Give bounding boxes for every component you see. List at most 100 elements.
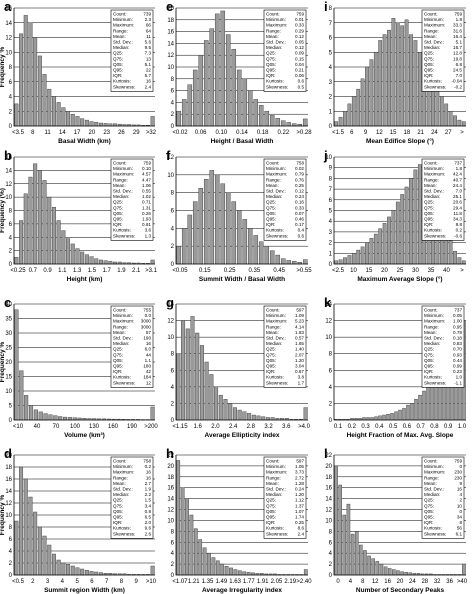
stat-value: 0.2	[456, 228, 463, 233]
axis-frame	[175, 8, 308, 127]
bar	[395, 22, 400, 127]
stat-label: Minimum:	[424, 166, 444, 171]
y-tick-label: 4	[9, 549, 13, 555]
bar	[236, 210, 242, 265]
y-tick-label: 22	[325, 453, 332, 459]
bar	[199, 345, 204, 421]
bar	[56, 102, 61, 127]
y-tick-label: 16	[167, 30, 174, 36]
bar	[94, 122, 99, 127]
stats-box-frame	[263, 158, 307, 241]
x-tick-label: >4.0	[298, 424, 311, 430]
stat-label: Median:	[266, 194, 282, 199]
stat-value: 64	[146, 28, 152, 33]
bar	[261, 416, 266, 421]
stat-value: 0.99	[453, 364, 462, 369]
bar	[19, 466, 24, 576]
x-tick-label: 36	[446, 579, 453, 585]
x-axis-label: Volume (km³)	[64, 432, 105, 439]
bar	[192, 69, 198, 127]
stat-value: 759	[296, 12, 304, 17]
panel-label-i: i	[324, 0, 328, 14]
stat-value: 0.05	[295, 40, 304, 45]
axis-frame	[13, 157, 155, 265]
bar	[209, 374, 214, 421]
x-tick-label: 26	[118, 130, 125, 136]
y-axis-label: Frequency %	[0, 342, 6, 383]
y-tick-label: 4	[329, 551, 333, 557]
bar	[209, 28, 215, 127]
bar	[373, 52, 378, 127]
bar	[453, 250, 457, 265]
stat-label: Minimum:	[424, 464, 444, 469]
panel-label-f: f	[166, 148, 171, 163]
y-tick-label: 14	[167, 302, 174, 308]
bar	[365, 242, 369, 265]
stat-value: 40.7	[453, 177, 462, 182]
stat-label: Median:	[266, 341, 282, 346]
x-tick-label: 24	[431, 130, 438, 136]
stat-value: 22	[146, 68, 152, 73]
stat-value: 16	[146, 470, 152, 475]
bar	[398, 409, 402, 421]
bar	[379, 563, 384, 576]
stat-value: 0.17	[295, 222, 304, 227]
bar	[422, 390, 426, 421]
stat-label: Q25:	[266, 498, 276, 503]
stat-label: Count:	[424, 308, 438, 313]
stat-label: Median:	[113, 194, 129, 199]
x-tick-label: <0.02	[172, 130, 188, 136]
bar	[176, 460, 181, 576]
stat-value: 0.12	[295, 34, 304, 39]
y-tick-label: 14	[5, 21, 12, 27]
stat-value: 0.16	[295, 200, 304, 205]
x-tick-label: >200	[144, 424, 158, 430]
stat-value: 758	[296, 161, 304, 166]
y-tick-label: 35	[5, 317, 12, 323]
x-tick-label: 29	[133, 130, 140, 136]
stat-value: 759	[454, 12, 462, 17]
stat-label: Std. Dev.:	[266, 40, 286, 45]
x-tick-label: 15	[390, 130, 397, 136]
bar	[242, 78, 248, 127]
stat-value: 66	[146, 23, 152, 28]
bar	[286, 122, 292, 127]
stat-label: Mean:	[266, 34, 279, 39]
x-tick-label: 14	[59, 130, 66, 136]
stat-value: 8.6	[298, 526, 305, 531]
stat-value: 6.0	[145, 347, 152, 352]
stat-value: 3.73	[295, 470, 304, 475]
panel-j: j 0 1 2 3 4 5 6 7 8 9 10 <2.5 10 15 20 25 30 35 40 > Maximum …	[323, 148, 466, 283]
bar	[236, 69, 242, 127]
stat-label: Range:	[266, 475, 281, 480]
x-tick-label: 70	[53, 424, 60, 430]
stat-value: 0.4	[298, 228, 305, 233]
bar	[453, 115, 457, 127]
x-tick-label: 0.10	[215, 130, 227, 136]
x-tick-label: 8	[120, 579, 124, 585]
bar	[28, 22, 33, 127]
bar	[198, 539, 203, 576]
bar	[24, 395, 29, 421]
stat-label: Count:	[266, 161, 280, 166]
x-tick-label: 10	[350, 268, 357, 274]
bar	[417, 164, 422, 265]
y-tick-label: 16	[5, 155, 12, 161]
y-tick-label: 8	[9, 65, 13, 71]
bar	[209, 170, 215, 265]
x-tick-label: 0.9	[444, 424, 453, 430]
axis-frame	[175, 157, 308, 265]
stat-label: Maximum:	[266, 172, 287, 177]
bar	[369, 238, 374, 265]
stat-label: Q75:	[113, 503, 123, 508]
stat-value: 0.18	[453, 336, 462, 341]
stat-label: Range:	[113, 28, 128, 33]
bar	[338, 116, 343, 127]
bar	[47, 196, 52, 265]
y-tick-label: 4	[329, 385, 333, 391]
stat-value: 0.06	[295, 73, 304, 78]
x-tick-label: 32	[434, 579, 441, 585]
bar	[84, 119, 89, 127]
